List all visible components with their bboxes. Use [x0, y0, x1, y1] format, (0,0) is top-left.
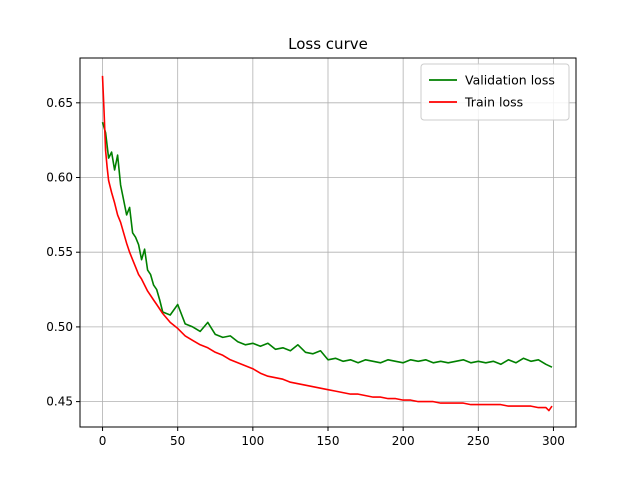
chart-title: Loss curve	[288, 35, 368, 53]
x-tick-label: 100	[241, 434, 264, 448]
validation-loss-line	[101, 121, 553, 368]
y-tick-label: 0.45	[46, 395, 73, 409]
x-tick-label: 200	[392, 434, 415, 448]
x-tick-label: 250	[467, 434, 490, 448]
y-tick-label: 0.60	[46, 171, 73, 185]
legend: Validation loss Train loss	[420, 63, 570, 121]
legend-box	[420, 63, 570, 121]
x-tick-label: 0	[99, 434, 107, 448]
legend-label-train-loss: Train loss	[464, 95, 523, 110]
x-tick-label: 50	[170, 434, 185, 448]
x-tick-label: 150	[317, 434, 340, 448]
y-tick-label: 0.65	[46, 96, 73, 110]
grid	[80, 58, 576, 427]
y-tick-label: 0.55	[46, 245, 73, 259]
x-tick-label: 300	[542, 434, 565, 448]
series-lines	[101, 75, 553, 412]
legend-label-validation-loss: Validation loss	[465, 73, 555, 88]
axis-ticks: 0 50 100 150 200 250 300 0.45 0.50 0.55 0.60 0.65	[46, 96, 565, 448]
train-loss-line	[101, 75, 553, 412]
y-tick-label: 0.50	[46, 320, 73, 334]
